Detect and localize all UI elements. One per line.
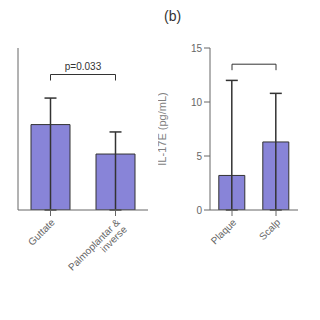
svg-text:Palmoplantar &inverse: Palmoplantar &inverse: [66, 216, 129, 279]
svg-text:10: 10: [191, 97, 203, 108]
svg-text:p=0.033: p=0.033: [65, 61, 102, 72]
svg-text:Guttate: Guttate: [26, 216, 57, 247]
html-text:(b): (b): [164, 8, 182, 24]
svg-text:Plaque: Plaque: [209, 216, 239, 246]
svg-text:0: 0: [196, 205, 202, 216]
svg-text:15: 15: [191, 43, 203, 54]
svg-text:IL-17E (pg/mL): IL-17E (pg/mL): [158, 92, 168, 165]
svg-text:Scalp: Scalp: [257, 216, 283, 242]
svg-text:5: 5: [196, 151, 202, 162]
